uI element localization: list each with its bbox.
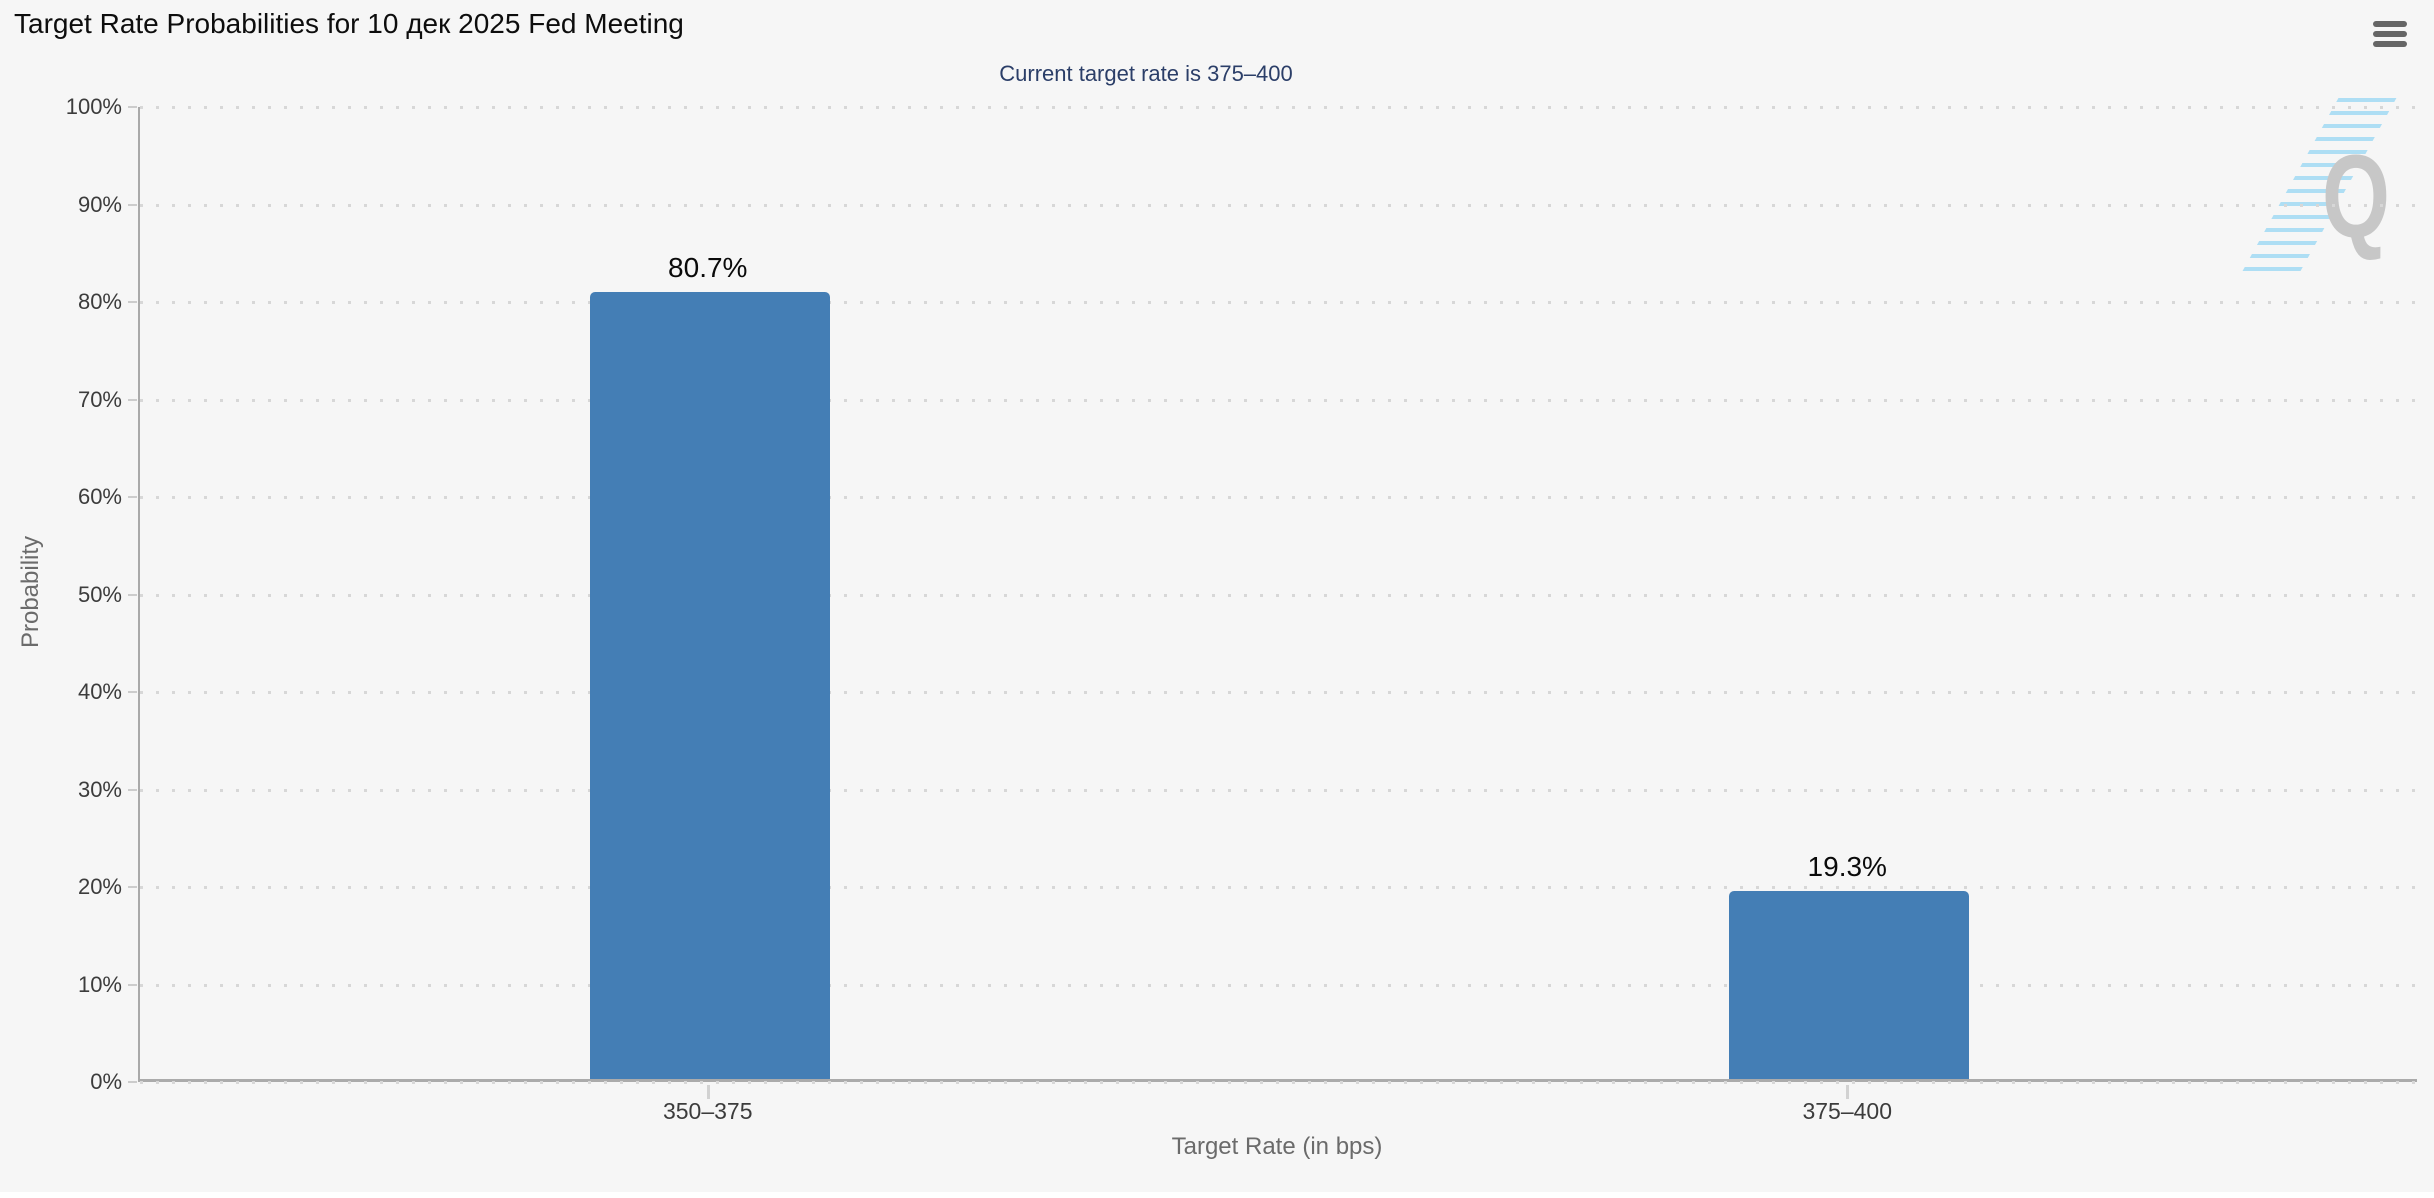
quikstrike-watermark: Q — [2237, 90, 2430, 300]
y-tick-mark — [128, 983, 137, 986]
y-tick-label: 0% — [90, 1069, 122, 1094]
y-tick-mark — [128, 106, 137, 108]
gridline — [140, 496, 2417, 499]
gridline — [140, 301, 2417, 304]
y-tick-label: 90% — [77, 191, 122, 217]
chart-subtitle: Current target rate is 375–400 — [999, 61, 1293, 86]
y-tick-mark — [128, 398, 137, 401]
hamburger-icon — [2373, 41, 2407, 47]
gridline — [140, 398, 2417, 402]
x-tick-mark — [1846, 1085, 1850, 1099]
y-tick-label: 30% — [77, 776, 122, 802]
y-tick-mark — [128, 691, 137, 693]
y-tick-mark — [128, 301, 137, 303]
y-tick-mark — [128, 1081, 137, 1083]
y-tick-label: 100% — [65, 94, 122, 119]
gridline — [140, 203, 2417, 207]
y-tick-label: 80% — [77, 289, 122, 314]
quikstrike-q-logo: Q — [2322, 131, 2390, 263]
hamburger-icon — [2373, 21, 2407, 27]
y-tick-mark — [128, 593, 137, 596]
y-tick-mark — [128, 788, 137, 791]
x-axis-title: Target Rate (in bps) — [1171, 1133, 1383, 1160]
bar-value-label: 19.3% — [1807, 850, 1887, 882]
gridline — [140, 788, 2417, 792]
gridline — [140, 886, 2417, 889]
plot-area — [138, 106, 2417, 1084]
gridline — [140, 691, 2417, 694]
y-tick-mark — [128, 496, 137, 498]
gridline — [140, 983, 2417, 987]
gridline — [140, 593, 2417, 597]
y-tick-mark — [128, 203, 137, 206]
chart-context-menu-button[interactable] — [2369, 16, 2411, 52]
probability-bar[interactable] — [589, 292, 830, 1079]
x-tick-label: 350–375 — [662, 1098, 753, 1124]
x-tick-label: 375–400 — [1802, 1098, 1893, 1124]
y-tick-label: 50% — [77, 581, 122, 607]
gridline — [140, 106, 2417, 109]
y-tick-label: 60% — [77, 484, 122, 509]
y-tick-label: 20% — [77, 874, 122, 899]
y-tick-label: 70% — [77, 386, 122, 412]
y-axis-title: Probability — [17, 535, 44, 649]
y-tick-label: 10% — [77, 971, 122, 997]
y-tick-label: 40% — [77, 679, 122, 704]
gridline — [140, 1081, 2417, 1084]
hamburger-icon — [2373, 31, 2407, 37]
x-tick-mark — [706, 1085, 710, 1099]
bar-value-label: 80.7% — [668, 252, 748, 284]
chart-title: Target Rate Probabilities for 10 дек 202… — [14, 8, 684, 39]
y-tick-mark — [128, 886, 137, 888]
probability-bar[interactable] — [1729, 890, 1970, 1079]
